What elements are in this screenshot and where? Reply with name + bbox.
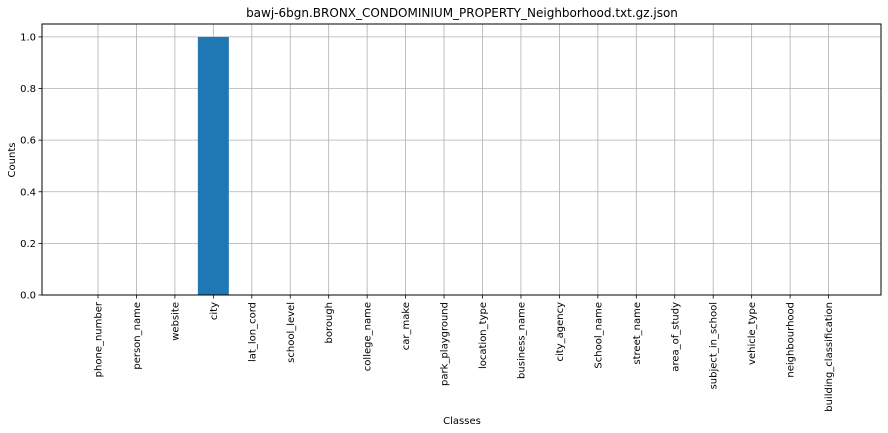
x-tick-label: college_name <box>363 302 374 371</box>
x-tick-label: School_name <box>593 302 604 369</box>
x-tick-label: city_agency <box>555 302 566 362</box>
x-tick-label: vehicle_type <box>747 302 758 365</box>
x-tick-label: neighbourhood <box>786 302 797 378</box>
x-tick-label: school_level <box>286 302 297 363</box>
x-tick-label: person_name <box>132 302 143 370</box>
y-tick-label: 1.0 <box>20 32 36 43</box>
bar-city <box>197 36 229 296</box>
x-tick-label: area_of_study <box>670 302 681 372</box>
x-tick-label: website <box>170 302 181 341</box>
y-tick-label: 0.0 <box>20 291 36 302</box>
x-tick-label: location_type <box>478 302 489 369</box>
x-tick-label: lat_lon_cord <box>247 302 258 362</box>
x-tick-label: business_name <box>516 302 527 379</box>
bars <box>197 36 229 296</box>
y-tick-label: 0.4 <box>20 187 36 198</box>
x-tick-label: borough <box>324 302 335 344</box>
x-axis-label: Classes <box>443 416 481 427</box>
y-tick-label: 0.8 <box>20 84 36 95</box>
x-tick-label: building_classification <box>824 302 835 412</box>
x-tick-label: car_make <box>401 302 412 350</box>
x-ticks: phone_number person_name website city lat_lo… <box>94 295 835 412</box>
y-tick-label: 0.2 <box>20 239 36 250</box>
x-tick-label: subject_in_school <box>709 302 720 389</box>
x-tick-label: park_playground <box>440 302 451 386</box>
y-tick-label: 0.6 <box>20 136 36 147</box>
y-ticks: 0.0 0.2 0.4 0.6 0.8 1.0 <box>20 32 42 302</box>
x-tick-label: phone_number <box>94 301 105 377</box>
plot-frame <box>41 23 882 296</box>
grid <box>42 24 881 296</box>
chart-title: bawj-6bgn.BRONX_CONDOMINIUM_PROPERTY_Nei… <box>246 6 678 20</box>
x-tick-label: city <box>209 302 220 320</box>
y-axis-label: Counts <box>7 143 18 178</box>
x-tick-label: street_name <box>632 302 643 365</box>
